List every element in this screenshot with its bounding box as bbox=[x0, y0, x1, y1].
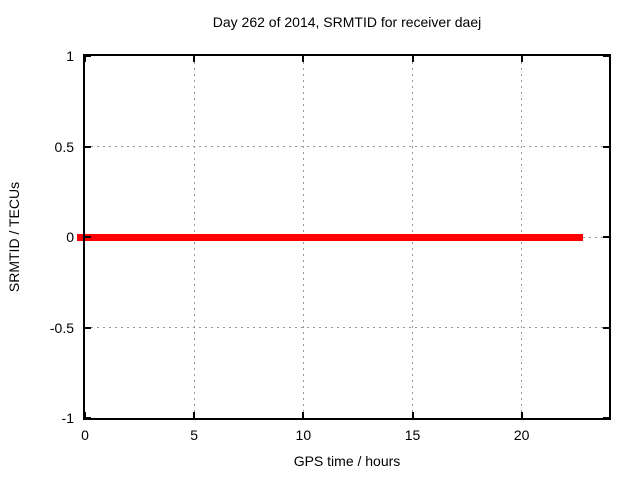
x-tick-label-15: 15 bbox=[404, 427, 421, 443]
tick-top-0 bbox=[84, 56, 86, 62]
y-tick-label-0: 0 bbox=[66, 229, 74, 245]
x-tick-label-5: 5 bbox=[190, 427, 199, 443]
x-tick-label-20: 20 bbox=[513, 427, 530, 443]
tick-bottom-20 bbox=[520, 412, 523, 418]
y-axis-label: SRMTID / TECUs bbox=[6, 181, 22, 293]
chart-title: Day 262 of 2014, SRMTID for receiver dae… bbox=[212, 14, 482, 30]
tick-right--0.5 bbox=[603, 326, 609, 329]
tick-right--1 bbox=[603, 417, 609, 419]
x-tick-label-0: 0 bbox=[81, 427, 89, 443]
y-tick-label--1: -1 bbox=[61, 410, 74, 426]
y-tick-label-1: 1 bbox=[66, 48, 74, 64]
tick-top-20 bbox=[520, 56, 523, 62]
y-tick-label--0.5: -0.5 bbox=[49, 319, 74, 336]
x-tick-label-10: 10 bbox=[295, 427, 312, 443]
tick-right-1 bbox=[603, 55, 609, 57]
tick-left--0.5 bbox=[85, 326, 91, 329]
tick-top-15 bbox=[411, 56, 414, 62]
tick-top-5 bbox=[193, 56, 196, 62]
tick-left-0.5 bbox=[85, 145, 91, 148]
tick-bottom-10 bbox=[302, 412, 305, 418]
tick-bottom-0 bbox=[84, 412, 86, 418]
tick-bottom-5 bbox=[193, 412, 196, 418]
gridline-y--0.5 bbox=[85, 327, 609, 328]
plot-border bbox=[83, 54, 611, 420]
tick-bottom-15 bbox=[411, 412, 414, 418]
x-axis-label: GPS time / hours bbox=[293, 453, 401, 469]
tick-left--1 bbox=[85, 417, 91, 419]
tick-right-0.5 bbox=[603, 145, 609, 148]
y-tick-label-0.5: 0.5 bbox=[54, 138, 74, 155]
gridline-y-0.5 bbox=[85, 146, 609, 147]
tick-left-1 bbox=[85, 55, 91, 57]
tick-right-0 bbox=[603, 236, 609, 238]
tick-left-0 bbox=[85, 236, 91, 238]
plot-area bbox=[77, 54, 611, 420]
tick-top-10 bbox=[302, 56, 305, 62]
series-srmtid bbox=[77, 233, 583, 241]
